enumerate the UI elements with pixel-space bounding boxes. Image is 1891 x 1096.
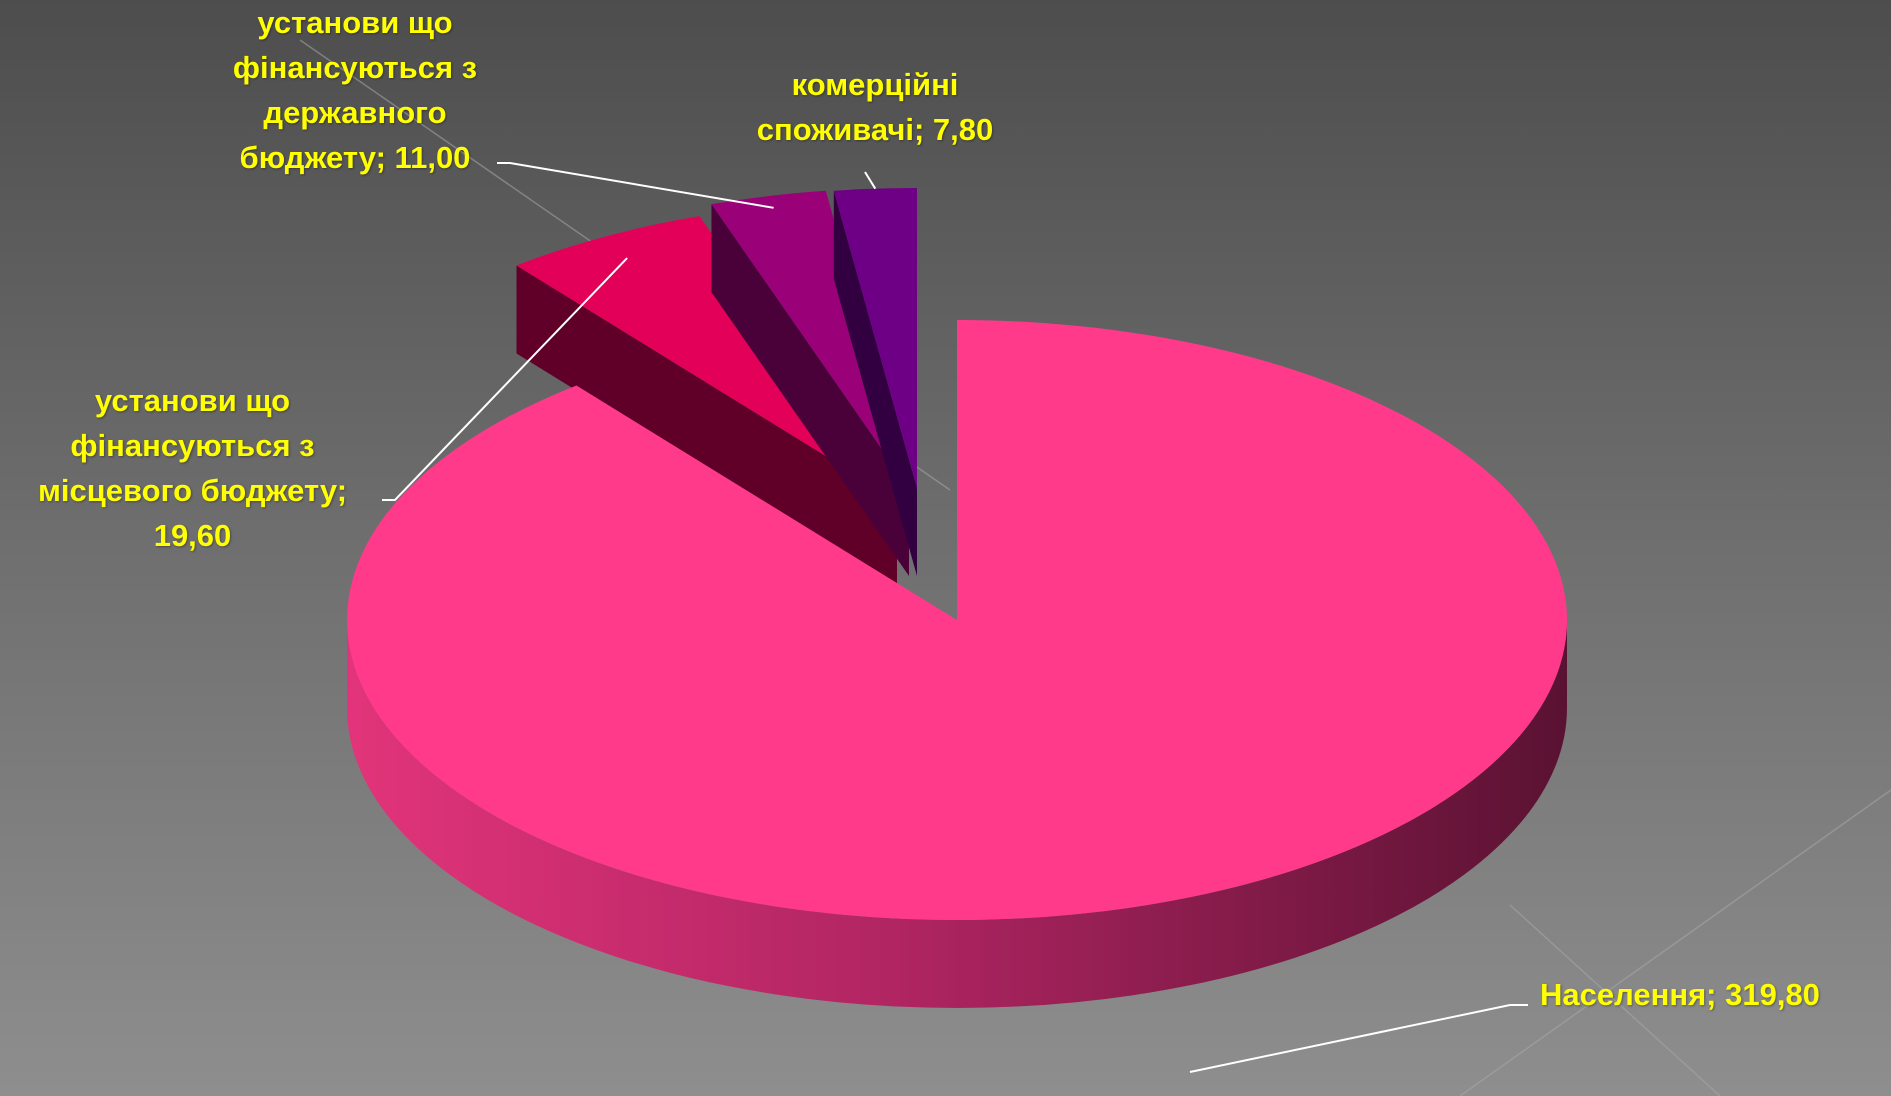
leader-line-local-budget — [382, 257, 628, 501]
slice-naselennia-side — [347, 620, 1567, 1008]
slice-local-budget-cut-face — [516, 265, 897, 588]
slice-commercial-cut-face — [833, 190, 917, 576]
slice-local-budget-top — [516, 216, 897, 500]
data-label-state-budget: установи що фінансуються з державного бю… — [232, 5, 478, 175]
slice-naselennia-top — [346, 320, 1568, 920]
slice-state-budget-top — [711, 190, 909, 488]
leader-line-naselennia — [1189, 1004, 1528, 1073]
data-label-local-budget: установи що фінансуються з місцевого бюд… — [37, 383, 348, 553]
slice-naselennia — [346, 320, 1568, 1008]
leader-lines — [382, 162, 1528, 1073]
leader-line-state-budget — [497, 162, 774, 209]
slice-commercial — [833, 188, 917, 576]
leader-line-commercial — [864, 171, 877, 190]
slice-commercial-top — [833, 188, 917, 488]
pie-slices — [346, 188, 1568, 1008]
data-label-commercial: комерційні споживачі; 7,80 — [756, 67, 994, 147]
slice-local-budget — [516, 216, 897, 588]
slice-state-budget-cut-face — [711, 204, 909, 576]
slice-state-budget — [711, 190, 909, 576]
data-label-naselennia: Населення; 319,80 — [1540, 977, 1820, 1012]
